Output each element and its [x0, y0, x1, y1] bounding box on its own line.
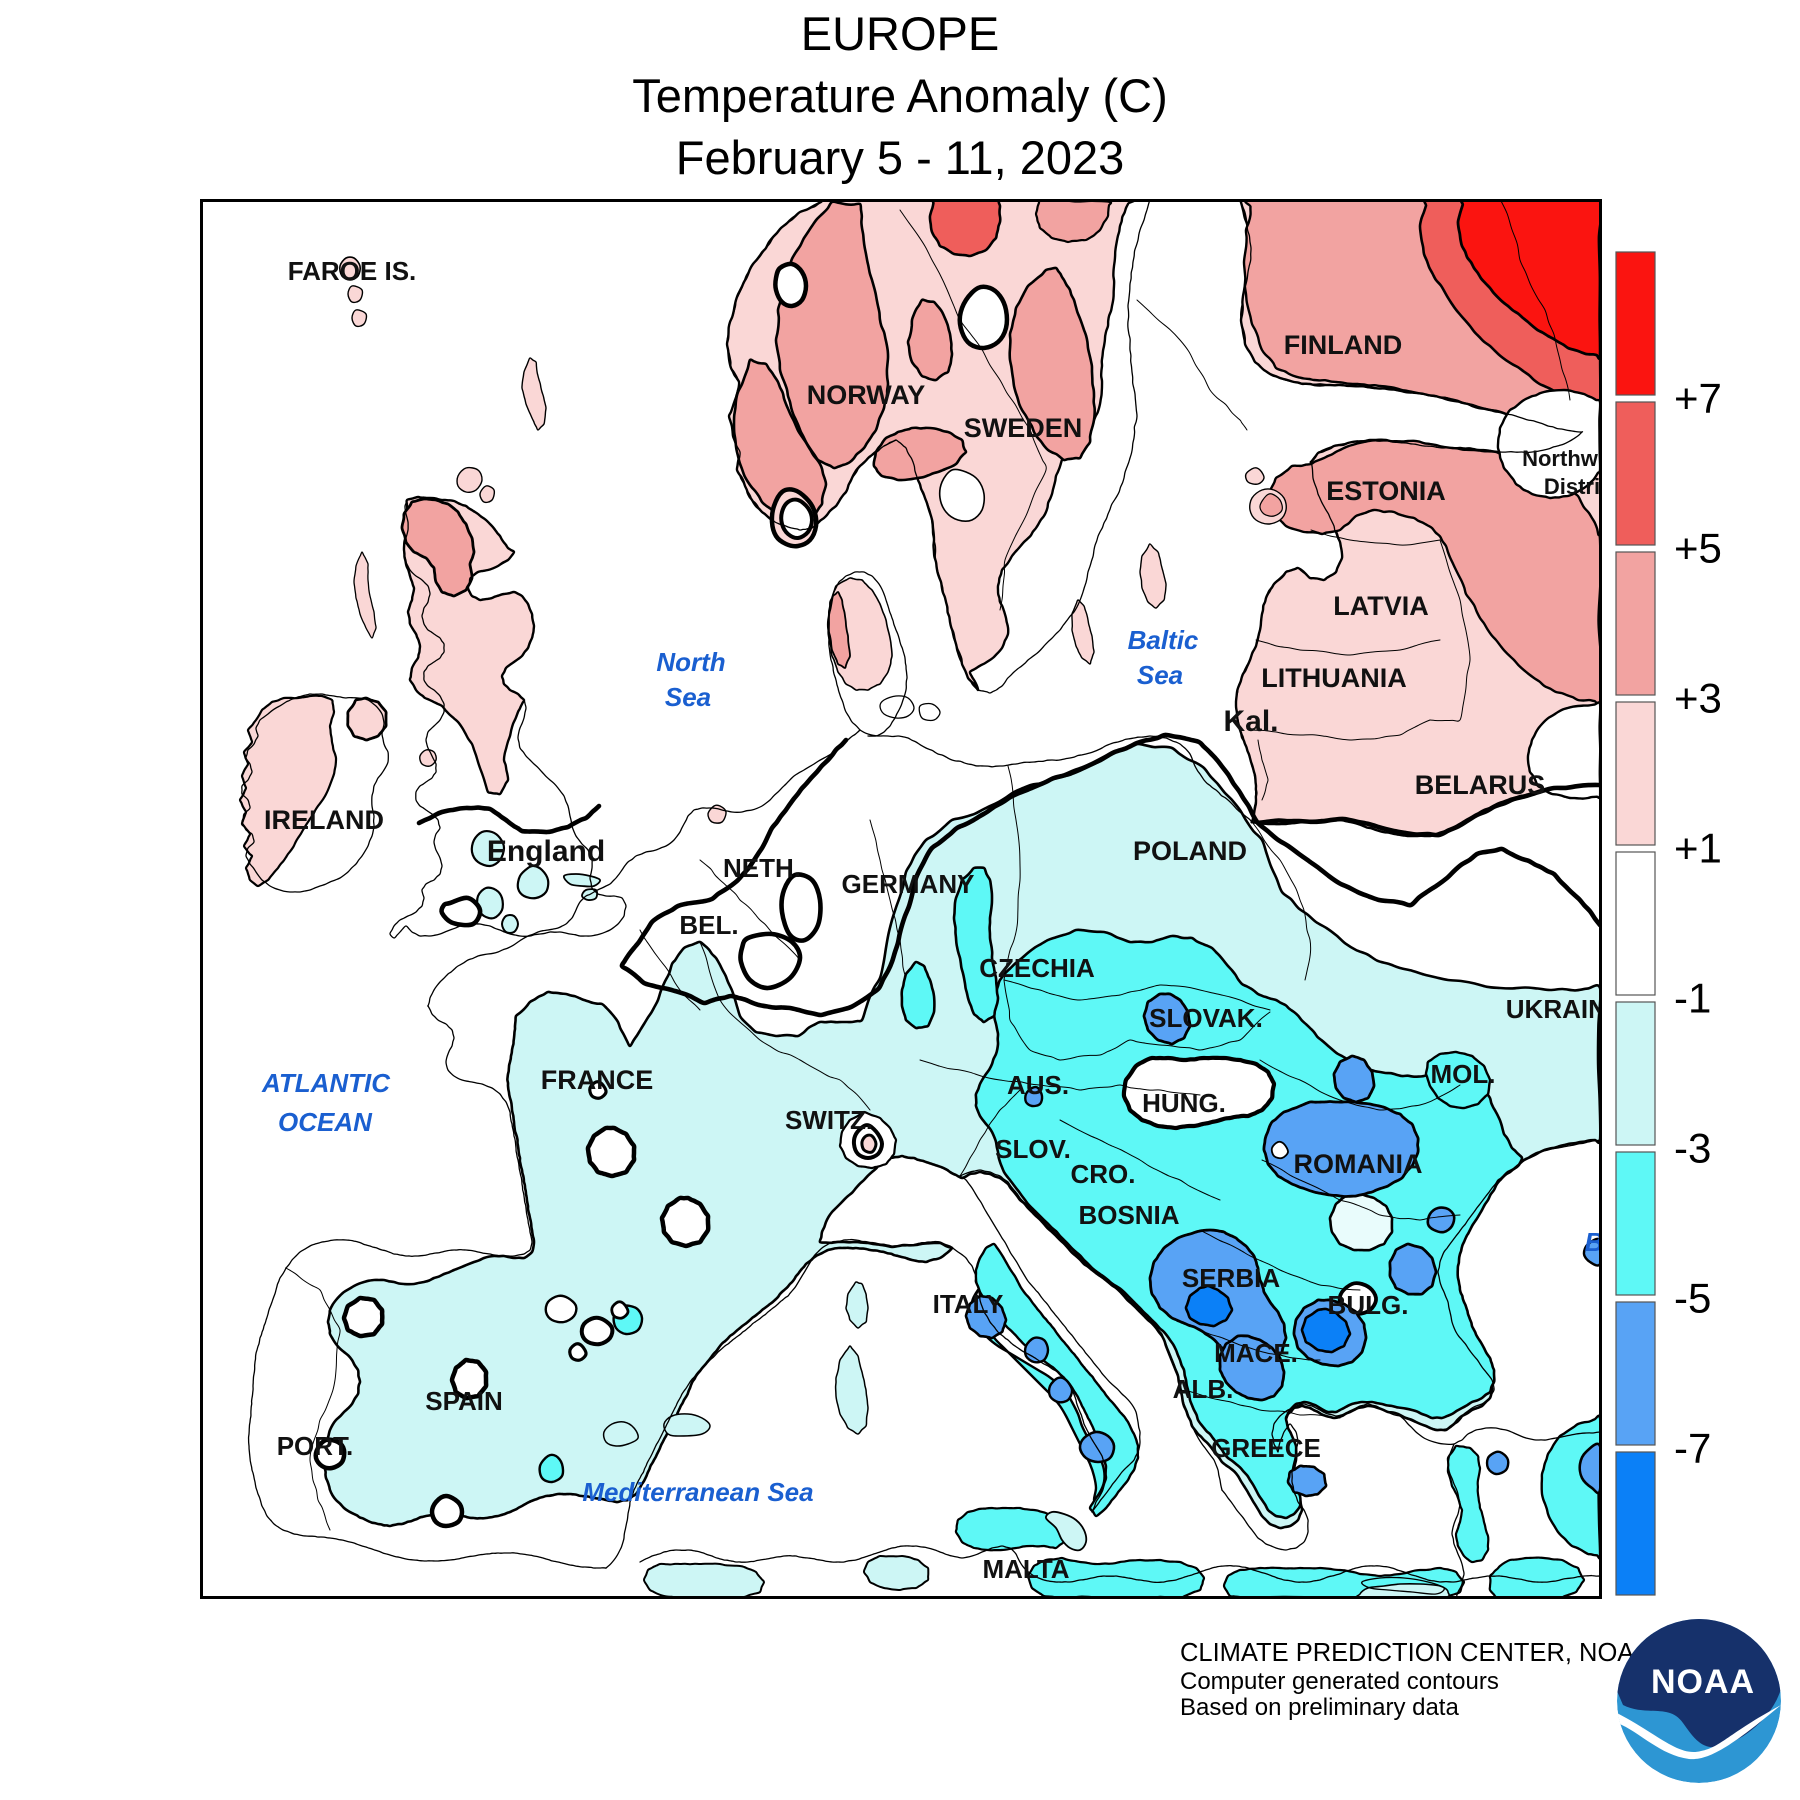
svg-text:SWITZ.: SWITZ.	[785, 1105, 873, 1135]
svg-text:Sea: Sea	[665, 682, 711, 712]
svg-text:SWEDEN: SWEDEN	[964, 413, 1083, 443]
svg-text:ESTONIA: ESTONIA	[1326, 476, 1446, 506]
svg-text:SPAIN: SPAIN	[425, 1386, 503, 1416]
svg-text:+3: +3	[1674, 675, 1722, 722]
svg-text:CLIMATE PREDICTION CENTER, NOA: CLIMATE PREDICTION CENTER, NOAA	[1180, 1639, 1651, 1667]
svg-text:UKRAINE: UKRAINE	[1506, 994, 1624, 1024]
svg-text:LATVIA: LATVIA	[1333, 591, 1429, 621]
svg-text:February 5 - 11, 2023: February 5 - 11, 2023	[676, 131, 1125, 184]
svg-text:SERBIA: SERBIA	[1182, 1263, 1280, 1293]
svg-text:GERMANY: GERMANY	[842, 869, 975, 899]
svg-text:HUNG.: HUNG.	[1142, 1088, 1226, 1118]
svg-text:FINLAND: FINLAND	[1284, 330, 1402, 360]
svg-text:Based on preliminary data: Based on preliminary data	[1180, 1694, 1459, 1721]
svg-text:CZECHIA: CZECHIA	[979, 953, 1095, 983]
svg-text:SLOV.: SLOV.	[995, 1134, 1071, 1164]
svg-text:SLOVAK.: SLOVAK.	[1149, 1003, 1263, 1033]
svg-text:B: B	[1585, 1227, 1604, 1257]
svg-text:North: North	[656, 647, 725, 677]
svg-text:CRO.: CRO.	[1071, 1159, 1136, 1189]
svg-text:BOSNIA: BOSNIA	[1078, 1200, 1179, 1230]
svg-text:LITHUANIA: LITHUANIA	[1261, 663, 1406, 693]
svg-text:Sea: Sea	[1137, 660, 1183, 690]
svg-text:ROMANIA: ROMANIA	[1294, 1149, 1423, 1179]
svg-text:Mediterranean Sea: Mediterranean Sea	[582, 1477, 813, 1507]
svg-text:-5: -5	[1674, 1275, 1711, 1322]
svg-text:NOAA: NOAA	[1651, 1663, 1755, 1701]
svg-text:MALTA: MALTA	[982, 1554, 1069, 1584]
svg-text:-7: -7	[1674, 1425, 1711, 1472]
svg-text:+7: +7	[1674, 375, 1722, 422]
svg-text:England: England	[487, 835, 605, 868]
svg-text:+1: +1	[1674, 825, 1722, 872]
svg-text:BELARUS: BELARUS	[1415, 770, 1546, 800]
svg-text:+5: +5	[1674, 525, 1722, 572]
svg-text:Distri: Distri	[1544, 474, 1600, 499]
svg-text:OCEAN: OCEAN	[278, 1107, 373, 1137]
svg-text:NORWAY: NORWAY	[807, 380, 926, 410]
svg-text:POLAND: POLAND	[1133, 836, 1247, 866]
svg-text:Baltic: Baltic	[1128, 625, 1199, 655]
svg-text:GREECE: GREECE	[1211, 1433, 1321, 1463]
svg-text:IRELAND: IRELAND	[264, 805, 384, 835]
svg-text:MACE.: MACE.	[1214, 1338, 1298, 1368]
svg-text:BULG.: BULG.	[1328, 1290, 1409, 1320]
svg-text:-1: -1	[1674, 975, 1711, 1022]
svg-text:ITALY: ITALY	[933, 1289, 1004, 1319]
svg-text:ALB.: ALB.	[1173, 1374, 1234, 1404]
svg-text:MOL.: MOL.	[1431, 1059, 1496, 1089]
svg-text:Kal.: Kal.	[1223, 705, 1278, 738]
svg-text:FAROE IS.: FAROE IS.	[288, 256, 417, 286]
svg-text:-3: -3	[1674, 1125, 1711, 1172]
svg-text:Temperature Anomaly (C): Temperature Anomaly (C)	[632, 69, 1167, 122]
svg-text:BEL.: BEL.	[679, 910, 738, 940]
svg-text:NETH.: NETH.	[723, 853, 801, 883]
svg-text:EUROPE: EUROPE	[801, 7, 1000, 60]
svg-text:AUS.: AUS.	[1007, 1070, 1069, 1100]
svg-text:PORT.: PORT.	[277, 1431, 354, 1461]
svg-text:ATLANTIC: ATLANTIC	[261, 1068, 391, 1098]
svg-text:FRANCE: FRANCE	[541, 1065, 654, 1095]
svg-text:Northw: Northw	[1522, 446, 1599, 471]
svg-text:Computer generated contours: Computer generated contours	[1180, 1668, 1499, 1695]
